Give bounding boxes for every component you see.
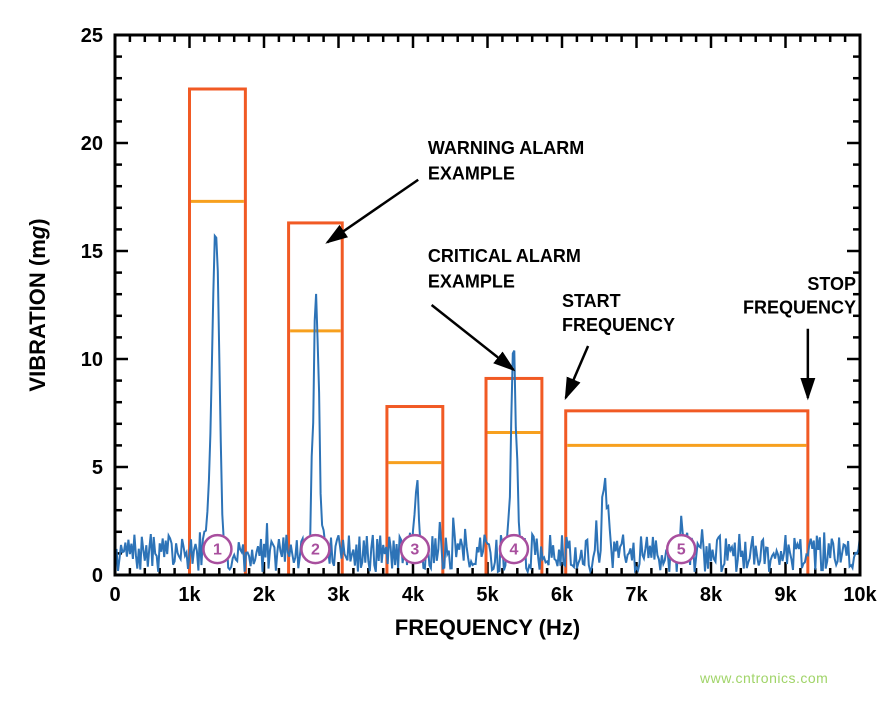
band-marker-label-1: 1 xyxy=(213,542,222,559)
x-tick-label: 6k xyxy=(551,584,574,606)
warning-alarm-label2: EXAMPLE xyxy=(428,164,515,184)
x-tick-label: 8k xyxy=(700,584,723,606)
y-tick-label: 25 xyxy=(81,25,103,47)
x-tick-label: 2k xyxy=(253,584,276,606)
stop-freq-label: STOP xyxy=(807,274,856,294)
stop-freq-label2: FREQUENCY xyxy=(743,298,856,318)
critical-alarm-label: CRITICAL ALARM xyxy=(428,246,581,266)
x-tick-label: 3k xyxy=(327,584,350,606)
x-tick-label: 4k xyxy=(402,584,425,606)
x-tick-label: 0 xyxy=(109,584,120,606)
start-freq-label: START xyxy=(562,291,621,311)
band-marker-label-2: 2 xyxy=(311,542,320,559)
y-tick-label: 5 xyxy=(92,457,103,479)
critical-alarm-label2: EXAMPLE xyxy=(428,272,515,292)
y-tick-label: 20 xyxy=(81,133,103,155)
x-axis-label: FREQUENCY (Hz) xyxy=(395,615,580,640)
y-tick-label: 10 xyxy=(81,349,103,371)
y-tick-label: 15 xyxy=(81,241,103,263)
band-marker-label-3: 3 xyxy=(410,542,419,559)
x-tick-label: 7k xyxy=(625,584,648,606)
band-marker-label-4: 4 xyxy=(509,542,518,559)
start-freq-label2: FREQUENCY xyxy=(562,315,675,335)
band-marker-label-5: 5 xyxy=(677,542,686,559)
chart-svg: 01k2k3k4k5k6k7k8k9k10k0510152025FREQUENC… xyxy=(0,0,892,712)
y-tick-label: 0 xyxy=(92,565,103,587)
x-tick-label: 1k xyxy=(178,584,201,606)
x-tick-label: 5k xyxy=(476,584,499,606)
vibration-spectrum-chart: 01k2k3k4k5k6k7k8k9k10k0510152025FREQUENC… xyxy=(0,0,892,712)
watermark: www.cntronics.com xyxy=(700,670,828,686)
x-tick-label: 9k xyxy=(774,584,797,606)
y-axis-label: VIBRATION (mg) xyxy=(25,218,50,391)
warning-alarm-label: WARNING ALARM xyxy=(428,138,584,158)
x-tick-label: 10k xyxy=(843,584,877,606)
